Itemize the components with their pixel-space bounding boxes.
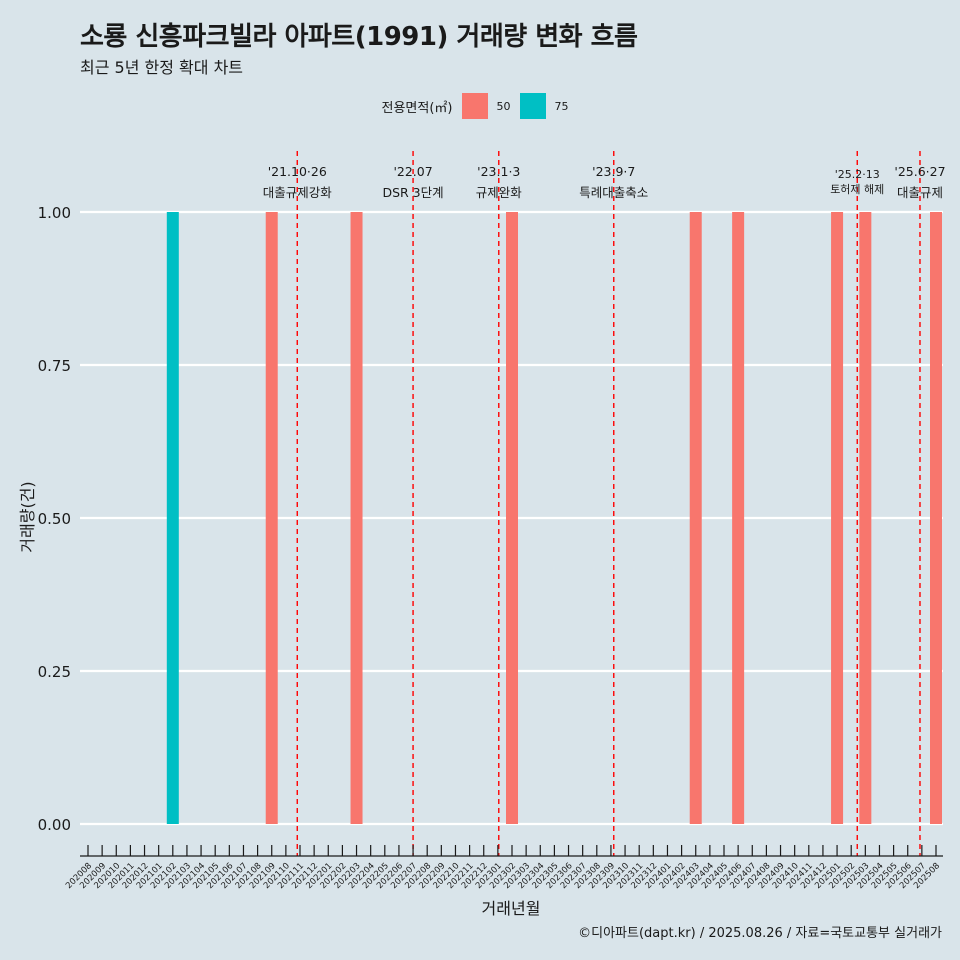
legend-key-75 <box>520 93 547 119</box>
bar-202508 <box>930 212 942 824</box>
legend: 전용면적(㎡) 50 75 <box>0 93 960 119</box>
event-name-label: 규제완화 <box>476 185 523 200</box>
x-axis-title: 거래년월 <box>482 899 541 918</box>
event-date-label: '25.6·27 <box>894 164 945 179</box>
y-tick-label: 0.50 <box>38 510 71 528</box>
source-caption: ©디아파트(dapt.kr) / 2025.08.26 / 자료=국토교통부 실… <box>578 926 942 941</box>
y-tick-label: 0.75 <box>38 357 71 375</box>
event-date-label: '21.10·26 <box>268 164 327 179</box>
bar-202102 <box>166 212 179 824</box>
bar-202501 <box>831 212 844 824</box>
event-date-label: '23.9·7 <box>592 164 635 179</box>
chart-subtitle: 최근 5년 한정 확대 차트 <box>80 58 244 77</box>
y-tick-label: 0.00 <box>38 816 71 834</box>
bar-202203 <box>350 212 363 824</box>
legend-label-75: 75 <box>554 99 569 113</box>
event-name-label: 대출규제강화 <box>263 185 333 200</box>
bar-202302 <box>506 212 518 824</box>
y-tick-label: 1.00 <box>38 204 71 222</box>
event-date-label: '23.1·3 <box>477 164 520 179</box>
bar-202406 <box>732 212 745 824</box>
event-name-label: DSR 3단계 <box>382 185 443 200</box>
bar-202503 <box>859 212 872 824</box>
event-name-label: 대출규제 <box>897 185 943 200</box>
y-tick-label: 0.25 <box>38 663 71 681</box>
bar-202403 <box>689 212 702 824</box>
legend-title: 전용면적(㎡) <box>381 100 453 116</box>
legend-key-50 <box>462 93 489 119</box>
chart-title: 소룡 신흥파크빌라 아파트(1991) 거래량 변화 흐름 <box>80 22 638 52</box>
event-name-label: 특례대출축소 <box>579 185 648 200</box>
legend-label-50: 50 <box>496 99 511 113</box>
y-axis-title: 거래량(건) <box>18 481 37 552</box>
bar-202109 <box>265 212 278 824</box>
event-date-label: '22.07 <box>393 164 432 179</box>
event-name-label: 토허제 해제 <box>830 182 884 196</box>
event-date-label: '25.2·13 <box>835 168 880 181</box>
